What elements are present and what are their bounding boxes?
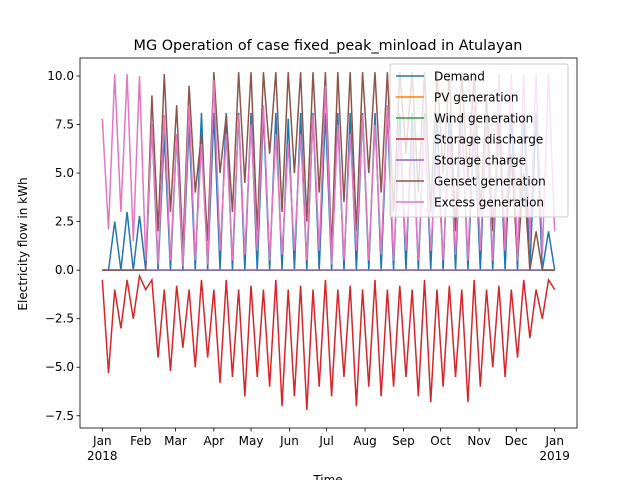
x-tick-label: Jan — [544, 434, 564, 448]
x-tick-label: Apr — [203, 434, 224, 448]
x-tick-label: Feb — [130, 434, 151, 448]
x-tick-label: Jul — [318, 434, 333, 448]
y-tick-label: 10.0 — [47, 69, 74, 83]
y-tick-label: −2.5 — [45, 312, 74, 326]
chart-title: MG Operation of case fixed_peak_minload … — [134, 38, 523, 54]
legend-box — [389, 63, 569, 218]
x-tick-label: Oct — [430, 434, 451, 448]
plot-frame — [79, 57, 578, 429]
x-tick-label: May — [239, 434, 264, 448]
x-tick-label: Dec — [505, 434, 528, 448]
legend-label: Storage discharge — [434, 133, 543, 147]
legend-label: Genset generation — [434, 175, 546, 189]
y-tick-label: −7.5 — [45, 409, 74, 423]
x-tick-label: Aug — [353, 434, 376, 448]
x-tick-label: Nov — [467, 434, 490, 448]
legend-label: Wind generation — [434, 112, 533, 126]
x-tick-label: Sep — [392, 434, 415, 448]
series-line — [101, 273, 556, 410]
series-line — [101, 74, 556, 267]
x-tick-label: Jun — [279, 434, 299, 448]
x-tick-sublabel: 2019 — [539, 449, 570, 463]
legend-label: Excess generation — [434, 196, 544, 210]
y-tick-label: 0.0 — [55, 263, 74, 277]
y-tick-label: 7.5 — [55, 118, 74, 132]
x-axis-label: Time — [312, 473, 342, 480]
x-tick-label: Jan — [92, 434, 112, 448]
legend-label: PV generation — [434, 91, 519, 105]
legend-label: Storage charge — [434, 154, 526, 168]
y-tick-label: 5.0 — [55, 166, 74, 180]
y-axis-label: Electricity flow in kWh — [16, 177, 30, 310]
y-tick-label: 2.5 — [55, 215, 74, 229]
legend-label: Demand — [434, 70, 485, 84]
x-tick-sublabel: 2018 — [87, 449, 118, 463]
y-tick-label: −5.0 — [45, 360, 74, 374]
x-tick-label: Mar — [164, 434, 187, 448]
